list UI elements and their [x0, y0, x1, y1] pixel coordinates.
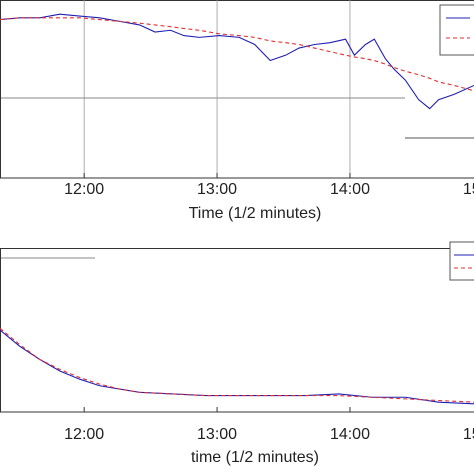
x-tick-label: 13:00: [197, 426, 237, 443]
data-line: [0, 17, 474, 92]
legend: [439, 4, 474, 56]
x-tick-label: 15:00: [463, 426, 474, 443]
x-tick-label: 12:00: [64, 426, 104, 443]
x-tick-label: 13:00: [197, 181, 237, 198]
legend-box: [439, 4, 474, 56]
x-axis-label: Time (1/2 minutes): [189, 205, 322, 222]
x-tick-label: 12:00: [64, 181, 104, 198]
data-line: [0, 327, 474, 403]
legend-box: [449, 241, 474, 281]
data-line: [0, 13, 474, 110]
x-tick-label: 15:00: [463, 181, 474, 198]
x-tick-label: 14:00: [330, 426, 370, 443]
legend: [449, 241, 474, 281]
x-tick-label: 14:00: [330, 181, 370, 198]
data-line: [0, 329, 474, 405]
x-axis-label: time (1/2 minutes): [191, 449, 319, 466]
